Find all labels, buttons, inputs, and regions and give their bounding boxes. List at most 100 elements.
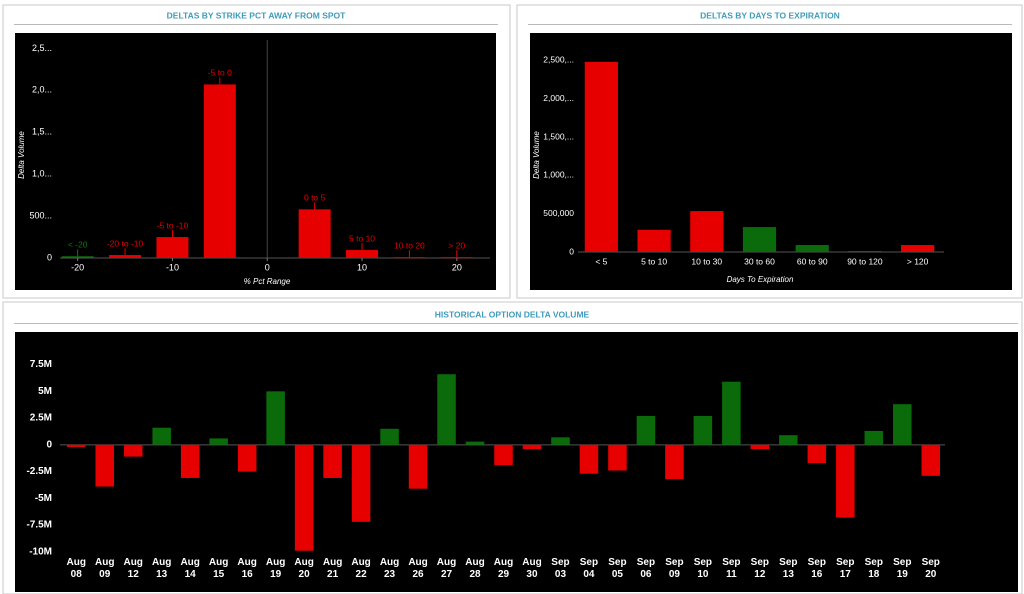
bar: [494, 444, 513, 466]
bar: [298, 209, 331, 258]
x-tick-label: Aug 08: [66, 557, 86, 580]
x-tick-label: Sep 09: [665, 557, 684, 580]
bar: [608, 444, 627, 471]
bar: [237, 444, 257, 472]
bar: [522, 444, 542, 450]
bar: [584, 61, 618, 252]
bar: [393, 257, 426, 259]
bar: [901, 245, 935, 252]
x-tick-label: 20: [452, 262, 462, 272]
x-tick-label: Sep 03: [551, 557, 570, 580]
y-tick-label: 1,0...: [32, 169, 52, 179]
x-tick-label: 60 to 90: [797, 256, 828, 266]
bar: [551, 437, 570, 445]
x-tick-label: Aug 23: [379, 557, 400, 580]
y-tick-label: 500,000: [543, 208, 574, 218]
x-tick-label: Aug 26: [408, 557, 428, 580]
x-tick-label: -20: [71, 262, 84, 272]
y-tick-label: 0: [569, 246, 574, 256]
y-axis-label: Delta Volume: [17, 131, 26, 179]
bar-label: > 20: [448, 240, 465, 250]
x-tick-label: > 120: [907, 256, 929, 266]
bar: [156, 237, 189, 258]
x-axis-label: Days To Expiration: [727, 275, 794, 284]
chart-title: DELTAS BY DAYS TO EXPIRATION: [700, 10, 840, 20]
bar: [742, 227, 777, 252]
x-tick-label: Aug 15: [208, 557, 229, 580]
x-tick-label: Aug 19: [265, 557, 286, 580]
bar-label: -20 to -10: [107, 238, 144, 248]
bar: [123, 444, 143, 457]
bar: [152, 427, 171, 445]
bar: [66, 444, 86, 447]
bar: [848, 251, 882, 253]
y-tick-label: 2.5M: [30, 413, 52, 424]
x-tick-label: Sep 12: [750, 557, 770, 580]
x-tick-label: Sep 20: [921, 557, 940, 580]
bar: [465, 441, 485, 445]
y-axis-label: Delta Volume: [532, 131, 541, 179]
x-tick-label: Sep 06: [636, 557, 656, 580]
y-tick-label: 500...: [29, 210, 52, 220]
bar: [579, 444, 599, 474]
x-tick-label: 10 to 30: [691, 256, 722, 266]
bar: [61, 256, 94, 258]
x-tick-label: Sep 11: [722, 557, 741, 580]
y-tick-label: 2,0...: [32, 85, 52, 95]
x-tick-label: Aug 16: [237, 557, 257, 580]
bar: [351, 444, 371, 522]
x-tick-label: Aug 30: [522, 557, 542, 580]
y-tick-label: 5M: [38, 386, 52, 397]
x-tick-label: Aug 29: [493, 557, 514, 580]
chart-title: HISTORICAL OPTION DELTA VOLUME: [435, 309, 590, 319]
x-tick-label: Sep 05: [608, 557, 627, 580]
plot-background: [15, 33, 496, 290]
bar: [203, 84, 236, 258]
x-tick-label: Aug 22: [351, 557, 371, 580]
plot-background: [15, 332, 1018, 592]
y-tick-label: 1,500,...: [543, 131, 574, 141]
x-tick-label: Sep 18: [864, 557, 883, 580]
bar: [294, 444, 314, 551]
bar-label: 10 to 20: [394, 240, 425, 250]
x-tick-label: Aug 14: [180, 557, 200, 580]
x-tick-label: 5 to 10: [641, 256, 667, 266]
bar: [209, 438, 228, 445]
x-tick-label: Sep 17: [836, 557, 855, 580]
y-tick-label: 2,5...: [32, 43, 52, 53]
chart-title: DELTAS BY STRIKE PCT AWAY FROM SPOT: [167, 10, 346, 20]
x-tick-label: 0: [265, 262, 270, 272]
x-tick-label: -10: [166, 262, 179, 272]
bar: [750, 444, 770, 450]
bar: [380, 428, 399, 445]
x-tick-label: Sep 13: [779, 557, 798, 580]
x-tick-label: Aug 12: [123, 557, 143, 580]
bar: [807, 444, 827, 464]
bar-label: < -20: [68, 240, 88, 250]
bar-label: 5 to 10: [349, 233, 375, 243]
bar: [636, 415, 656, 445]
bar: [440, 257, 473, 259]
x-tick-label: Aug 13: [151, 557, 172, 580]
bar: [722, 381, 741, 445]
bar: [346, 250, 379, 258]
bar: [323, 444, 342, 478]
x-tick-label: < 5: [595, 256, 607, 266]
bar: [779, 435, 798, 445]
x-tick-label: Sep 04: [579, 557, 599, 580]
bar: [180, 444, 200, 478]
y-tick-label: 7.5M: [30, 359, 52, 370]
bar: [795, 245, 829, 252]
bar: [836, 444, 855, 518]
x-tick-label: Aug 09: [94, 557, 115, 580]
y-tick-label: 1,5...: [32, 127, 52, 137]
y-tick-label: -5M: [35, 493, 52, 504]
x-tick-label: Aug 20: [294, 557, 314, 580]
bar: [893, 404, 912, 445]
bar: [693, 415, 713, 445]
x-tick-label: Aug 27: [436, 557, 457, 580]
bar-label: 0 to 5: [304, 193, 326, 203]
bar: [690, 211, 724, 252]
